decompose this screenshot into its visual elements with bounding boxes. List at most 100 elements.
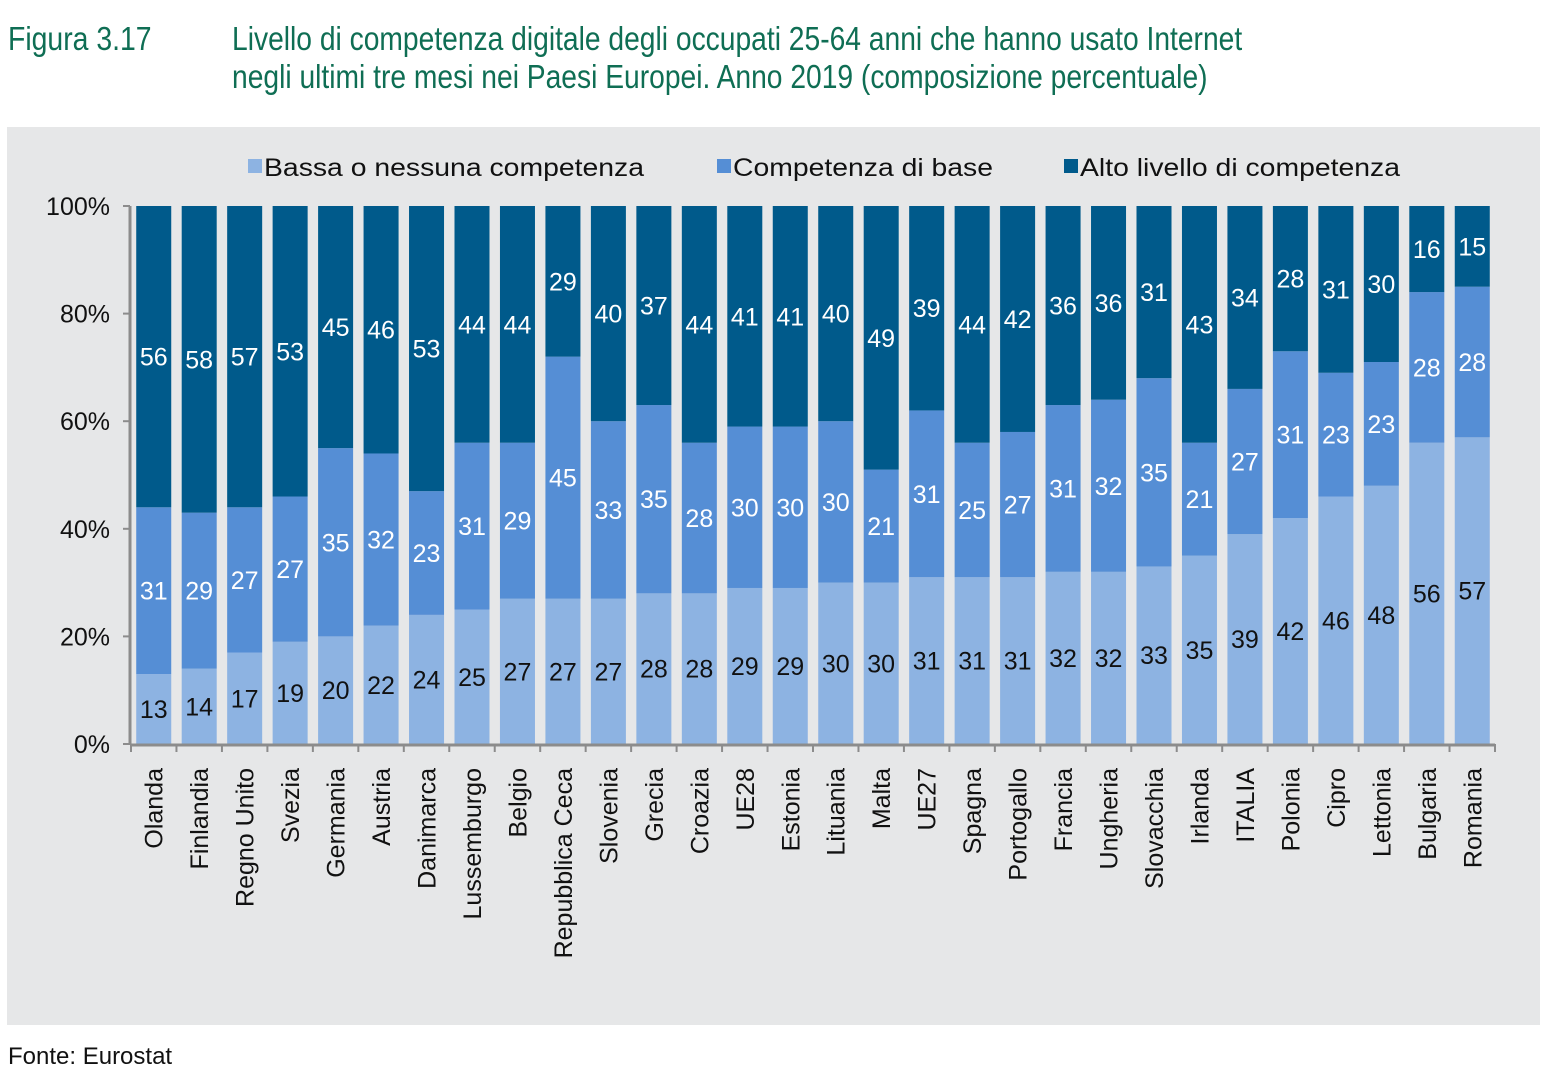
- x-tick-label: Austria: [368, 768, 396, 846]
- bar-segment-high: [272, 206, 308, 497]
- bar-group-finlandia: [181, 206, 217, 744]
- data-label-base: 28: [1458, 349, 1486, 377]
- x-tick-label: Estonia: [777, 768, 805, 851]
- data-label-high: 31: [1322, 276, 1350, 304]
- bar-segment-high: [863, 206, 899, 470]
- data-label-base: 27: [231, 567, 259, 595]
- data-label-base: 21: [1186, 486, 1214, 514]
- data-label-high: 49: [867, 325, 895, 353]
- bar-group-polonia: [1272, 206, 1308, 744]
- axes: 0% 20% 40% 60% 80% 100% Olanda Finlandia Regno U…: [46, 193, 1496, 958]
- data-label-base: 23: [413, 540, 441, 568]
- data-label-high: 45: [322, 314, 350, 342]
- bar-segment-low: [1318, 496, 1354, 744]
- bar-segment-base: [1409, 292, 1445, 443]
- bar-segment-base: [363, 453, 399, 626]
- data-label-base: 27: [1004, 492, 1032, 520]
- bar-segment-low: [1363, 485, 1399, 744]
- bar-group-ungheria: [1091, 206, 1127, 744]
- bar-segment-low: [954, 577, 990, 744]
- bar-segment-base: [409, 491, 445, 615]
- legend-item-base: Competenza di base: [717, 154, 993, 182]
- x-tick-label: Francia: [1050, 768, 1078, 851]
- bar-group-cipro: [1318, 206, 1354, 744]
- figure-title-suffix: (composizione percentuale): [853, 58, 1208, 95]
- legend-label-base: Competenza di base: [733, 154, 993, 182]
- bar-segment-low: [1409, 442, 1445, 744]
- y-tick-label: 20%: [60, 623, 110, 651]
- x-tick-label: Romania: [1459, 768, 1487, 868]
- data-label-low: 29: [776, 653, 804, 681]
- bar-segment-high: [1227, 206, 1263, 389]
- bar-group-svezia: [272, 206, 308, 744]
- bar-segment-low: [863, 582, 899, 744]
- bar-group-germania: [318, 206, 354, 744]
- bar-segment-low: [681, 593, 717, 744]
- bar-group-malta: [863, 206, 899, 744]
- x-tick-label: Regno Unito: [232, 768, 260, 907]
- x-tick-label: Danimarca: [414, 768, 442, 889]
- bar-segment-base: [954, 442, 990, 578]
- bar-segment-high: [590, 206, 626, 422]
- bar-segment-high: [318, 206, 354, 449]
- bar-segment-high: [636, 206, 672, 406]
- x-tick-label: Polonia: [1277, 768, 1305, 851]
- bar-segment-base: [590, 421, 626, 599]
- data-label-high: 43: [1186, 311, 1214, 339]
- x-tick-label: Croazia: [686, 768, 714, 854]
- data-label-low: 33: [1140, 642, 1168, 670]
- bar-segment-high: [1272, 206, 1308, 352]
- x-tick-label: UE28: [732, 768, 760, 831]
- data-label-high: 44: [685, 311, 713, 339]
- data-label-low: 31: [1004, 648, 1032, 676]
- x-tick-label: Lituania: [823, 768, 851, 856]
- bar-group-ue27: [909, 206, 945, 744]
- data-label-high: 41: [731, 303, 759, 331]
- bar-segment-high: [1091, 206, 1127, 400]
- data-label-base: 35: [640, 486, 668, 514]
- bar-segment-low: [181, 668, 217, 744]
- x-tick-label: ITALIA: [1232, 768, 1260, 843]
- data-label-base: 23: [1367, 411, 1395, 439]
- bar-segment-low: [272, 641, 308, 744]
- bar-segment-high: [727, 206, 763, 427]
- bar-segment-low: [318, 636, 354, 744]
- data-label-low: 28: [640, 656, 668, 684]
- bar-group-lettonia: [1363, 206, 1399, 744]
- bar-segment-base: [681, 442, 717, 594]
- x-tick-label: Cipro: [1323, 768, 1351, 828]
- x-tick-label: UE27: [914, 768, 942, 831]
- bar-segment-low: [1000, 577, 1036, 744]
- data-label-high: 46: [367, 317, 395, 345]
- bar-segment-low: [454, 609, 490, 744]
- data-label-base: 30: [776, 494, 804, 522]
- bar-segment-base: [1045, 405, 1081, 572]
- x-tick-label: Svezia: [277, 768, 305, 843]
- bar-group-slovacchia: [1136, 206, 1172, 744]
- data-label-low: 30: [822, 650, 850, 678]
- data-label-high: 39: [913, 295, 941, 323]
- figure-title-line1: Livello di competenza digitale degli occ…: [232, 20, 1243, 57]
- bar-segment-high: [136, 206, 172, 508]
- data-label-base: 29: [185, 578, 213, 606]
- data-label-high: 31: [1140, 279, 1168, 307]
- bar-segment-base: [1454, 286, 1490, 438]
- bar-segment-base: [909, 410, 945, 578]
- data-label-low: 19: [276, 680, 304, 708]
- data-label-low: 27: [504, 658, 532, 686]
- data-label-low: 48: [1367, 602, 1395, 630]
- legend-item-low: Bassa o nessuna competenza: [248, 154, 644, 182]
- x-tick-label: Finlandia: [186, 768, 214, 870]
- data-label-low: 29: [731, 653, 759, 681]
- data-label-high: 30: [1367, 271, 1395, 299]
- data-label-base: 30: [731, 494, 759, 522]
- bar-group-austria: [363, 206, 399, 744]
- y-tick-label: 40%: [60, 516, 110, 544]
- bar-segment-high: [181, 206, 217, 513]
- data-label-low: 32: [1049, 645, 1077, 673]
- bar-segment-low: [590, 598, 626, 744]
- data-label-base: 32: [1095, 473, 1123, 501]
- bar-segment-low: [909, 577, 945, 744]
- bar-segment-low: [727, 587, 763, 744]
